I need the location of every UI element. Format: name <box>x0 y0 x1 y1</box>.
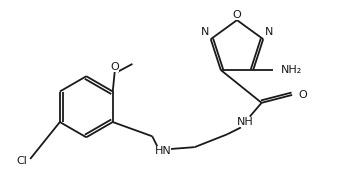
Text: NH₂: NH₂ <box>281 65 302 75</box>
Text: NH: NH <box>236 117 253 126</box>
Text: O: O <box>110 62 119 72</box>
Text: HN: HN <box>155 146 172 156</box>
Text: Cl: Cl <box>17 156 28 166</box>
Text: O: O <box>233 10 241 20</box>
Text: N: N <box>201 27 209 37</box>
Text: O: O <box>298 90 307 100</box>
Text: N: N <box>265 27 273 37</box>
